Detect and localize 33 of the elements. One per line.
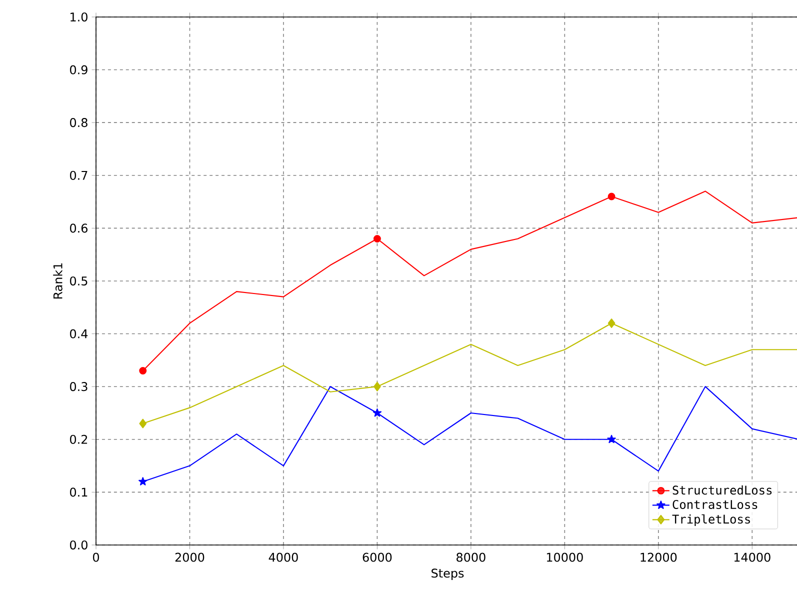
x-tick-label: 2000 [175,552,204,562]
point [138,477,148,486]
point [607,434,616,444]
y-axis-title: Rank1 [53,263,62,299]
x-tick-label: 4000 [268,552,298,562]
x-tick-label: 14000 [734,552,770,562]
x-tick-label: 12000 [640,552,677,562]
legend-label: ContrastLoss [672,500,758,510]
x-tick-label: 6000 [362,552,392,562]
y-tick-label: 0.6 [70,224,88,233]
y-tick-label: 0.7 [70,170,88,180]
y-tick-label: 0.3 [70,382,88,392]
y-tick-label: 0.0 [70,540,88,550]
y-tick-label: 0.4 [70,329,88,338]
y-tick-label: 0.1 [70,488,88,497]
y-tick-label: 0.5 [70,276,88,286]
point [374,382,381,392]
x-tick-label: 0 [92,552,100,562]
y-tick-label: 0.8 [70,118,88,128]
point [373,235,381,242]
y-tick-label: 1.0 [70,12,88,22]
point [608,192,616,200]
x-tick-label: 10000 [546,552,583,562]
legend-label: StructuredLoss [672,485,772,495]
point [372,408,382,417]
y-tick-label: 0.2 [70,434,88,444]
x-axis-title: Steps [432,568,464,580]
x-tick-label: 8000 [456,552,486,562]
point [139,418,147,428]
point [139,367,147,374]
point [608,318,616,328]
y-tick-label: 0.9 [70,65,88,74]
legend-label: TripletLoss [672,514,750,526]
